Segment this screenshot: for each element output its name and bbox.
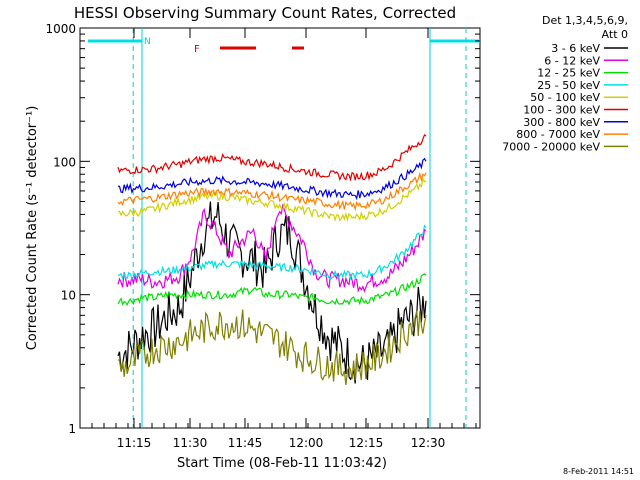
series-line-6 — [117, 157, 427, 201]
y-tick-label-0: 1 — [68, 422, 76, 436]
series-line-7 — [117, 171, 427, 212]
plot-frame — [79, 27, 481, 429]
series-line-8 — [117, 309, 427, 385]
y-tick-label-1: 10 — [61, 289, 76, 303]
x-tick-label-3: 12:00 — [289, 436, 324, 450]
series-line-3 — [117, 224, 427, 281]
annotation-F: F — [194, 44, 200, 55]
y-tick-label-3: 1000 — [45, 22, 76, 36]
y-tick-label-2: 100 — [53, 155, 76, 169]
legend-label-0: 3 - 6 keV — [551, 42, 600, 55]
chart-title: HESSI Observing Summary Count Rates, Cor… — [74, 4, 456, 22]
y-axis-label: Corrected Count Rate (s⁻¹ detector⁻¹) — [25, 106, 40, 351]
legend-header-2: Att 0 — [602, 28, 628, 41]
series-line-4 — [117, 177, 427, 223]
x-tick-label-0: 11:15 — [117, 436, 152, 450]
legend-label-1: 6 - 12 keV — [544, 54, 600, 67]
x-axis-label: Start Time (08-Feb-11 11:03:42) — [177, 456, 387, 471]
x-tick-label-1: 11:30 — [173, 436, 208, 450]
legend-label-3: 25 - 50 keV — [537, 79, 600, 92]
series-line-0 — [117, 201, 427, 384]
series-line-5 — [117, 133, 427, 182]
legend-label-6: 300 - 800 keV — [523, 116, 600, 129]
legend-label-8: 7000 - 20000 keV — [502, 140, 600, 153]
x-tick-label-2: 11:45 — [228, 436, 263, 450]
x-tick-label-4: 12:15 — [349, 436, 384, 450]
legend-label-7: 800 - 7000 keV — [516, 128, 600, 141]
legend-label-2: 12 - 25 keV — [537, 67, 600, 80]
series-line-1 — [117, 203, 427, 293]
legend-label-5: 100 - 300 keV — [523, 104, 600, 117]
series-lines — [117, 133, 427, 385]
axis-ticks: 1 10 100 1000 11:15 11:30 11:45 12:00 12:15 12:30 — [45, 22, 480, 450]
annotation-N: N — [144, 37, 151, 47]
x-tick-label-5: 12:30 — [411, 436, 446, 450]
legend-label-4: 50 - 100 keV — [530, 91, 600, 104]
series-line-2 — [117, 273, 427, 307]
legend-header-1: Det 1,3,4,5,6,9, — [542, 14, 628, 27]
interval-bands — [88, 28, 480, 428]
footer-timestamp: 8-Feb-2011 14:51 — [563, 467, 634, 476]
